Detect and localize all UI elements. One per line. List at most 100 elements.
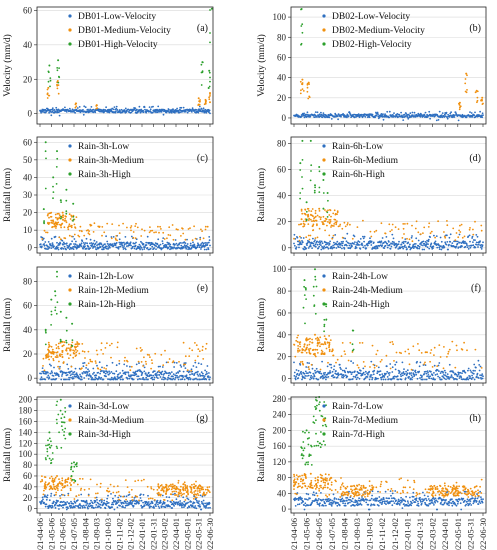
data-point [47, 348, 49, 351]
data-point [304, 505, 307, 507]
data-point [397, 378, 400, 381]
data-point [190, 368, 193, 371]
data-point [466, 74, 468, 77]
data-point [438, 244, 440, 247]
data-point [298, 246, 300, 249]
data-point [297, 499, 300, 501]
data-point [140, 240, 142, 243]
data-point [186, 485, 189, 487]
data-point [126, 360, 129, 363]
data-point [332, 244, 334, 247]
data-point [209, 101, 211, 103]
data-point [318, 191, 321, 194]
data-point [86, 371, 89, 374]
data-point [406, 116, 409, 118]
data-point [302, 349, 305, 351]
data-point [53, 245, 55, 248]
data-point [307, 223, 310, 226]
data-point [307, 219, 310, 222]
data-point [426, 351, 428, 354]
data-point [142, 376, 145, 379]
data-point [48, 431, 51, 434]
data-point [146, 501, 148, 503]
data-point [300, 8, 303, 10]
data-point [193, 225, 196, 228]
data-point [328, 346, 330, 349]
data-point [168, 358, 171, 360]
data-point [302, 237, 305, 239]
data-point [337, 372, 339, 375]
data-point [186, 238, 188, 241]
y-tick-label: 40 [23, 172, 33, 182]
data-point [177, 482, 180, 484]
data-point [41, 245, 43, 248]
data-point [471, 237, 473, 239]
data-point [43, 229, 46, 232]
data-point [391, 223, 394, 226]
y-tick-label: 50 [23, 155, 33, 165]
data-point [50, 345, 53, 348]
data-point [322, 377, 324, 380]
data-point [61, 211, 64, 214]
data-point [66, 347, 68, 350]
data-point [206, 372, 208, 375]
data-point [162, 489, 165, 492]
data-point [355, 244, 358, 246]
data-point [385, 372, 387, 375]
data-point [129, 369, 132, 372]
data-point [64, 427, 67, 430]
data-point [143, 248, 146, 250]
data-point [415, 220, 418, 223]
data-point [78, 377, 81, 380]
data-point [137, 375, 140, 378]
x-tick-label: 2021-06-05 [314, 518, 324, 550]
data-point [64, 437, 67, 440]
data-point [300, 223, 303, 225]
data-point [454, 239, 457, 242]
data-point [86, 373, 89, 375]
data-point [86, 502, 89, 505]
data-point [209, 506, 211, 509]
data-point [313, 216, 316, 219]
data-point [185, 375, 188, 378]
data-point [130, 225, 133, 227]
data-point [336, 220, 338, 223]
data-point [444, 115, 447, 117]
data-point [61, 218, 64, 221]
data-point [398, 371, 401, 373]
data-point [301, 360, 304, 363]
x-tick-label: 2022-03-02 [428, 518, 438, 550]
data-point [93, 239, 96, 242]
data-point [90, 506, 93, 509]
data-point [406, 248, 408, 250]
data-point [66, 481, 69, 483]
data-point [152, 505, 155, 508]
data-point [478, 369, 481, 372]
data-point [55, 227, 57, 229]
data-point [98, 361, 101, 364]
data-point [74, 106, 77, 109]
data-point [336, 358, 339, 361]
data-point [314, 369, 316, 372]
data-point [95, 492, 97, 495]
data-point [166, 378, 169, 381]
data-point [296, 340, 299, 343]
data-point [451, 242, 454, 245]
data-point [43, 243, 46, 245]
data-point [140, 504, 143, 507]
data-point [191, 504, 194, 507]
data-point [188, 506, 191, 508]
data-point [55, 312, 58, 315]
data-point [84, 371, 87, 374]
data-point [189, 486, 192, 489]
data-point [87, 350, 90, 353]
data-point [115, 107, 118, 110]
data-point [54, 372, 56, 375]
data-point [425, 242, 428, 244]
data-point [81, 240, 84, 243]
data-point [304, 322, 306, 325]
data-point [149, 356, 151, 358]
data-point [316, 240, 318, 243]
data-point [307, 372, 309, 375]
data-point [57, 92, 60, 95]
